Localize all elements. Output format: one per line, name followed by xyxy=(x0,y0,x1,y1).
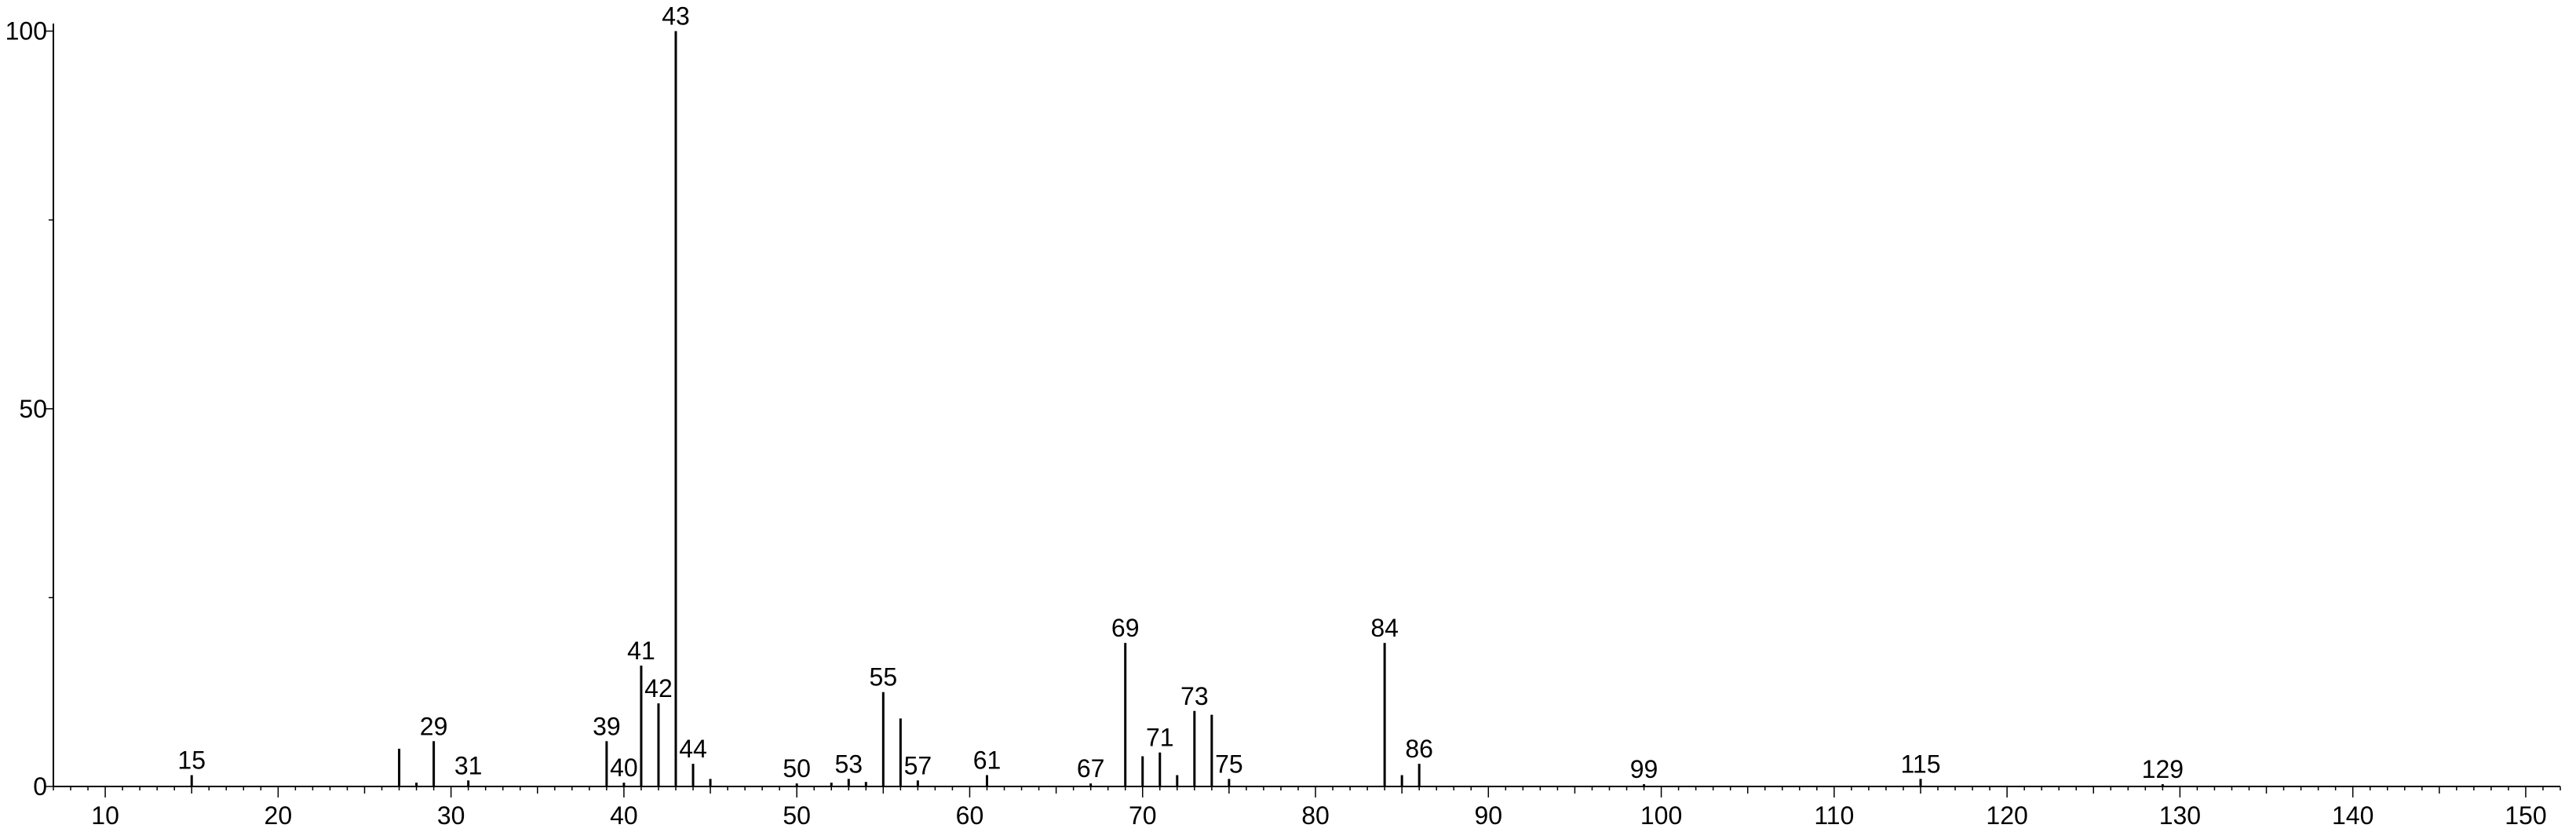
x-tick-label: 60 xyxy=(956,801,984,830)
peak-label: 43 xyxy=(662,2,690,31)
peak-label: 42 xyxy=(644,674,673,702)
peak-label: 29 xyxy=(420,712,448,740)
x-tick-label: 70 xyxy=(1129,801,1157,830)
x-tick-label: 100 xyxy=(1640,801,1682,830)
peak-label: 67 xyxy=(1077,754,1105,783)
peak-label: 73 xyxy=(1180,682,1209,710)
peak-label: 15 xyxy=(177,746,206,775)
x-tick-label: 140 xyxy=(2332,801,2373,830)
peak-label: 61 xyxy=(973,746,1002,775)
peak-label: 84 xyxy=(1370,614,1399,642)
peak-label: 50 xyxy=(783,754,811,783)
peak-label: 40 xyxy=(610,754,638,782)
x-tick-label: 110 xyxy=(1814,801,1854,830)
x-tick-label: 30 xyxy=(437,801,465,830)
peak-label: 69 xyxy=(1111,614,1140,642)
peak-label: 115 xyxy=(1900,750,1940,778)
x-tick-label: 120 xyxy=(1986,801,2027,830)
peaks xyxy=(190,31,2164,786)
peak-label: 53 xyxy=(834,750,863,778)
y-tick-label: 50 xyxy=(19,395,47,423)
peak-label: 55 xyxy=(870,663,898,692)
peak-label: 31 xyxy=(454,751,483,779)
y-tick-label: 100 xyxy=(5,17,47,46)
peak-label: 39 xyxy=(593,712,621,740)
peak-label: 129 xyxy=(2142,755,2184,783)
peak-label: 99 xyxy=(1630,755,1658,783)
x-tick-label: 20 xyxy=(265,801,293,830)
peak-label: 44 xyxy=(679,735,707,763)
x-tick-label: 90 xyxy=(1474,801,1502,830)
axes: 10 20 30 40 50 60 70 80 90 100 110 120 130 140 150 0 50 1… xyxy=(5,17,2561,830)
peak-label: 41 xyxy=(627,637,655,665)
x-tick-label: 50 xyxy=(783,801,811,830)
y-tick-label: 0 xyxy=(33,772,47,801)
peak-label: 75 xyxy=(1215,750,1243,778)
x-tick-label: 10 xyxy=(91,801,119,830)
x-tick-label: 150 xyxy=(2505,801,2546,830)
x-tick-label: 80 xyxy=(1301,801,1330,830)
peak-label: 86 xyxy=(1405,735,1433,763)
peak-label: 57 xyxy=(904,751,932,779)
x-tick-label: 40 xyxy=(610,801,638,830)
peak-label: 71 xyxy=(1146,724,1174,752)
x-tick-label: 130 xyxy=(2159,801,2201,830)
